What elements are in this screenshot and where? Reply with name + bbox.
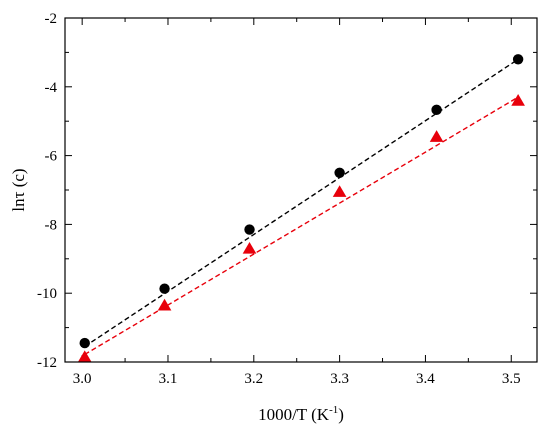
fit-lines bbox=[84, 58, 519, 356]
y-tick-label: -2 bbox=[45, 11, 58, 27]
y-tick-label: -10 bbox=[37, 286, 57, 302]
x-axis-label-main: 1000/T (K bbox=[258, 405, 330, 424]
point-series-1 bbox=[334, 167, 345, 178]
y-tick-label: -4 bbox=[45, 80, 58, 96]
x-tick-label: 3.3 bbox=[330, 371, 349, 387]
plot-frame bbox=[64, 17, 538, 363]
point-series-2 bbox=[242, 241, 257, 254]
x-tick-label: 3.5 bbox=[502, 371, 521, 387]
point-series-2 bbox=[511, 94, 525, 106]
x-axis-label: 1000/T (K-1) bbox=[258, 404, 344, 424]
point-series-1 bbox=[244, 224, 255, 235]
point-series-2 bbox=[157, 298, 172, 311]
point-series-1 bbox=[79, 337, 90, 349]
point-series-1 bbox=[159, 283, 170, 294]
y-tick-label: -12 bbox=[37, 355, 57, 371]
x-axis-label-sup: -1 bbox=[329, 404, 338, 416]
fit-line-series-2 bbox=[84, 96, 519, 356]
data-points bbox=[77, 54, 525, 363]
point-series-2 bbox=[332, 185, 347, 197]
x-tick-label: 3.1 bbox=[159, 371, 178, 387]
point-series-1 bbox=[512, 54, 524, 65]
y-tick-label: -6 bbox=[45, 149, 58, 165]
fit-line-series-1 bbox=[84, 58, 519, 348]
axis-ticks: 3.0 3.1 3.2 3.3 3.4 3.5 -12 -10 -8 -6 -4 -2 bbox=[37, 11, 537, 387]
point-series-1 bbox=[431, 104, 442, 116]
point-series-2 bbox=[429, 130, 444, 142]
y-tick-label: -8 bbox=[45, 217, 58, 233]
x-tick-label: 3.0 bbox=[73, 371, 92, 387]
x-axis-label-suffix: ) bbox=[338, 405, 344, 424]
x-tick-label: 3.2 bbox=[244, 371, 263, 387]
x-tick-label: 3.4 bbox=[416, 371, 435, 387]
y-axis-label: lnτ (c) bbox=[9, 168, 28, 211]
point-series-2 bbox=[77, 350, 92, 363]
